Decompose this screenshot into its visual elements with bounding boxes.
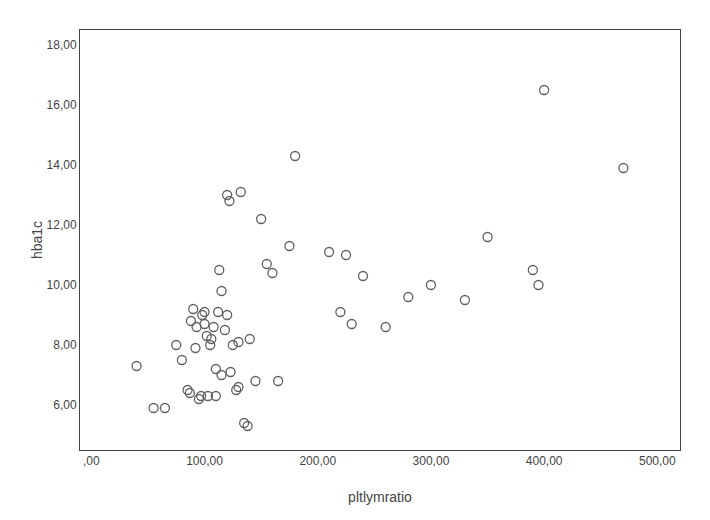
svg-text:hba1c: hba1c — [29, 221, 45, 259]
svg-text:,00: ,00 — [83, 454, 100, 468]
svg-text:6,00: 6,00 — [53, 398, 77, 412]
svg-text:10,00: 10,00 — [47, 278, 77, 292]
svg-text:400,00: 400,00 — [526, 454, 563, 468]
svg-text:14,00: 14,00 — [47, 158, 77, 172]
svg-text:pltlymratio: pltlymratio — [348, 489, 412, 505]
svg-text:500,00: 500,00 — [639, 454, 676, 468]
svg-text:8,00: 8,00 — [53, 338, 77, 352]
svg-text:300,00: 300,00 — [413, 454, 450, 468]
svg-text:18,00: 18,00 — [47, 38, 77, 52]
svg-text:16,00: 16,00 — [47, 98, 77, 112]
svg-text:12,00: 12,00 — [47, 218, 77, 232]
svg-text:100,00: 100,00 — [186, 454, 223, 468]
svg-text:200,00: 200,00 — [299, 454, 336, 468]
